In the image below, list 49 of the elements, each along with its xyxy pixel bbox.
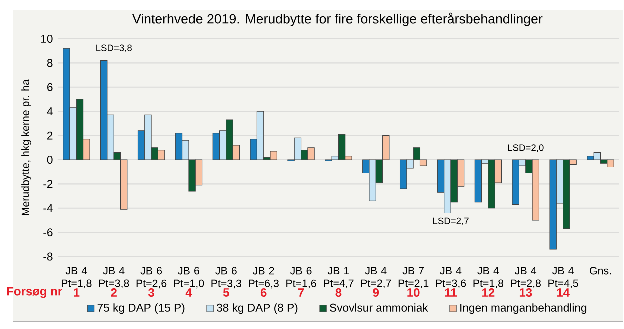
y-tick-label: 10 [42, 35, 53, 44]
y-tick-label: -2 [44, 180, 53, 188]
legend-label: Ingen manganbehandling [460, 304, 587, 314]
text: 10 [408, 288, 420, 298]
text: 8 [336, 288, 342, 298]
x-tick-label: JB 4 Pt=4,5 [548, 267, 578, 289]
y-tick-label: 8 [47, 59, 53, 68]
legend-label: 38 kg DAP (8 P) [217, 304, 298, 314]
y-tick-label: -8 [44, 252, 53, 261]
text: 4 [186, 288, 192, 298]
x-tick-label: JB 1 Pt=4,7 [324, 267, 354, 289]
x-tick-label: JB 6 Pt=3,3 [212, 267, 242, 289]
annotation: LSD=3,8 [96, 44, 132, 53]
x-tick-label: JB 4 Pt=3,6 [436, 267, 466, 289]
x-tick-label: JB 4 Pt=1,8 [474, 267, 504, 289]
y-tick-label: -4 [44, 204, 53, 212]
x-tick-label: JB 2 Pt=6,3 [249, 267, 279, 289]
x-tick-label: JB 7 Pt=2,1 [398, 267, 429, 289]
chart-title: Vinterhvede 2019. Merudbytte for fire forskellige efterårsbehandlinger [132, 13, 543, 27]
x-tick-label: JB 6 Pt=1,0 [174, 267, 204, 289]
text: 13 [520, 288, 532, 298]
text: 11 [445, 288, 458, 298]
y-tick-label: 2 [48, 132, 53, 140]
x-tick-label: JB 4 Pt=2,7 [361, 267, 392, 289]
legend-label: 75 kg DAP (15 P) [98, 304, 185, 314]
y-tick-label: 6 [48, 84, 53, 92]
text: 6 [260, 288, 267, 298]
text: 12 [482, 288, 495, 298]
y-tick-label: 0 [47, 156, 53, 164]
y-tick-label: 4 [47, 108, 53, 116]
x-tick-label: JB 4 Pt=1,8 [62, 267, 92, 289]
annotation: LSD=2,7 [434, 218, 469, 226]
text: 9 [373, 288, 380, 298]
x-tick-label: JB 6 Pt=1,6 [286, 267, 316, 289]
text: 1 [74, 288, 80, 298]
y-tick-label: -6 [44, 228, 53, 237]
text: Forsøg nr [7, 287, 62, 298]
text: 2 [111, 288, 117, 298]
x-tick-label: JB 4 Pt=2,8 [511, 267, 541, 289]
x-tick-label: JB 4 Pt=3,8 [99, 267, 130, 289]
text: 14 [557, 288, 570, 298]
text: 5 [223, 288, 230, 298]
x-tick-label: JB 6 Pt=2,6 [136, 267, 167, 289]
x-tick-label: Gns. [590, 267, 612, 275]
text: 3 [148, 288, 154, 298]
text: 7 [298, 288, 304, 298]
y-axis-title: Merudbytte, hkg kerne pr. ha [22, 80, 32, 216]
annotation: LSD=2,0 [508, 144, 544, 152]
legend-label: Svovlsur ammoniak [330, 304, 428, 312]
